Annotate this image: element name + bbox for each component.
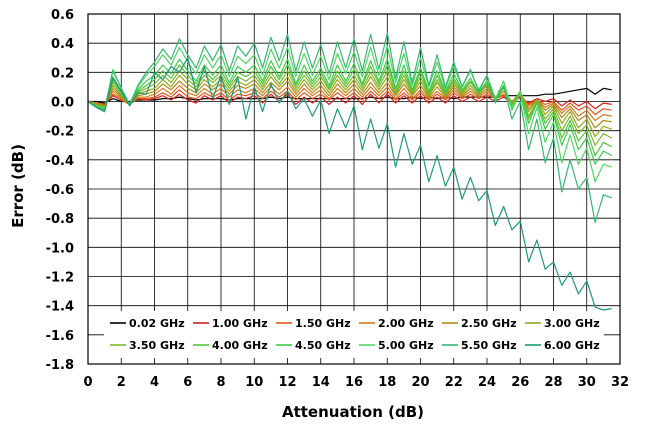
x-tick-label: 8 [216, 375, 225, 390]
series-group [87, 32, 612, 311]
legend-label: 6.00 GHz [544, 339, 600, 352]
series-line [87, 58, 612, 165]
x-tick-label: 0 [83, 375, 92, 390]
legend-label: 1.50 GHz [295, 317, 351, 330]
legend-label: 3.00 GHz [544, 317, 600, 330]
x-tick-label: 32 [611, 375, 629, 390]
y-tick-label: -0.2 [46, 125, 74, 140]
y-tick-label: 0.2 [51, 66, 74, 81]
x-tick-label: 26 [511, 375, 529, 390]
legend-label: 5.00 GHz [378, 339, 434, 352]
series-line [87, 57, 612, 311]
x-tick-label: 24 [478, 375, 496, 390]
y-tick-labels: 0.6 0.4 0.2 0.0 -0.2 -0.4 -0.6 -0.8 -1.0 -1.2 -1.4… [46, 8, 74, 373]
series-line [87, 74, 612, 138]
series-line [87, 64, 612, 157]
y-tick-label: 0.0 [51, 96, 74, 111]
y-tick-label: -1.4 [46, 300, 74, 315]
legend-label: 4.00 GHz [212, 339, 268, 352]
x-tick-label: 10 [245, 375, 263, 390]
y-tick-label: -1.0 [46, 241, 74, 256]
y-axis-title: Error (dB) [9, 144, 27, 228]
x-tick-label: 28 [544, 375, 562, 390]
y-tick-label: 0.4 [51, 37, 74, 52]
y-tick-label: -0.4 [46, 154, 74, 169]
y-tick-label: -0.6 [46, 183, 74, 198]
x-tick-label: 4 [150, 375, 159, 390]
x-tick-label: 30 [578, 375, 596, 390]
legend: 0.02 GHz 1.00 GHz 1.50 GHz 2.00 GHz 2.50 GHz… [104, 311, 604, 358]
y-tick-label: 0.6 [51, 8, 74, 23]
y-tick-label: -1.8 [46, 358, 74, 373]
y-tick-label: -1.2 [46, 271, 74, 286]
series-line [87, 45, 612, 183]
x-tick-label: 16 [345, 375, 363, 390]
legend-label: 2.00 GHz [378, 317, 434, 330]
x-tick-label: 18 [378, 375, 396, 390]
legend-label: 4.50 GHz [295, 339, 351, 352]
x-axis-title: Attenuation (dB) [282, 403, 424, 421]
x-tick-label: 2 [117, 375, 126, 390]
legend-label: 2.50 GHz [461, 317, 517, 330]
legend-label: 5.50 GHz [461, 339, 517, 352]
y-tick-label: -1.6 [46, 329, 74, 344]
x-tick-label: 12 [278, 375, 296, 390]
plot-frame [87, 13, 621, 365]
x-tick-label: 6 [183, 375, 192, 390]
x-tick-label: 20 [411, 375, 429, 390]
legend-label: 0.02 GHz [129, 317, 185, 330]
legend-label: 3.50 GHz [129, 339, 185, 352]
series-line [87, 32, 612, 224]
y-tick-label: -0.8 [46, 212, 74, 227]
x-tick-labels: 0 2 4 6 8 10 12 14 16 18 20 22 24 26 28 30 32 [83, 375, 629, 390]
legend-label: 1.00 GHz [212, 317, 268, 330]
x-tick-label: 22 [445, 375, 463, 390]
x-tick-label: 14 [312, 375, 330, 390]
legend-background [104, 311, 604, 358]
